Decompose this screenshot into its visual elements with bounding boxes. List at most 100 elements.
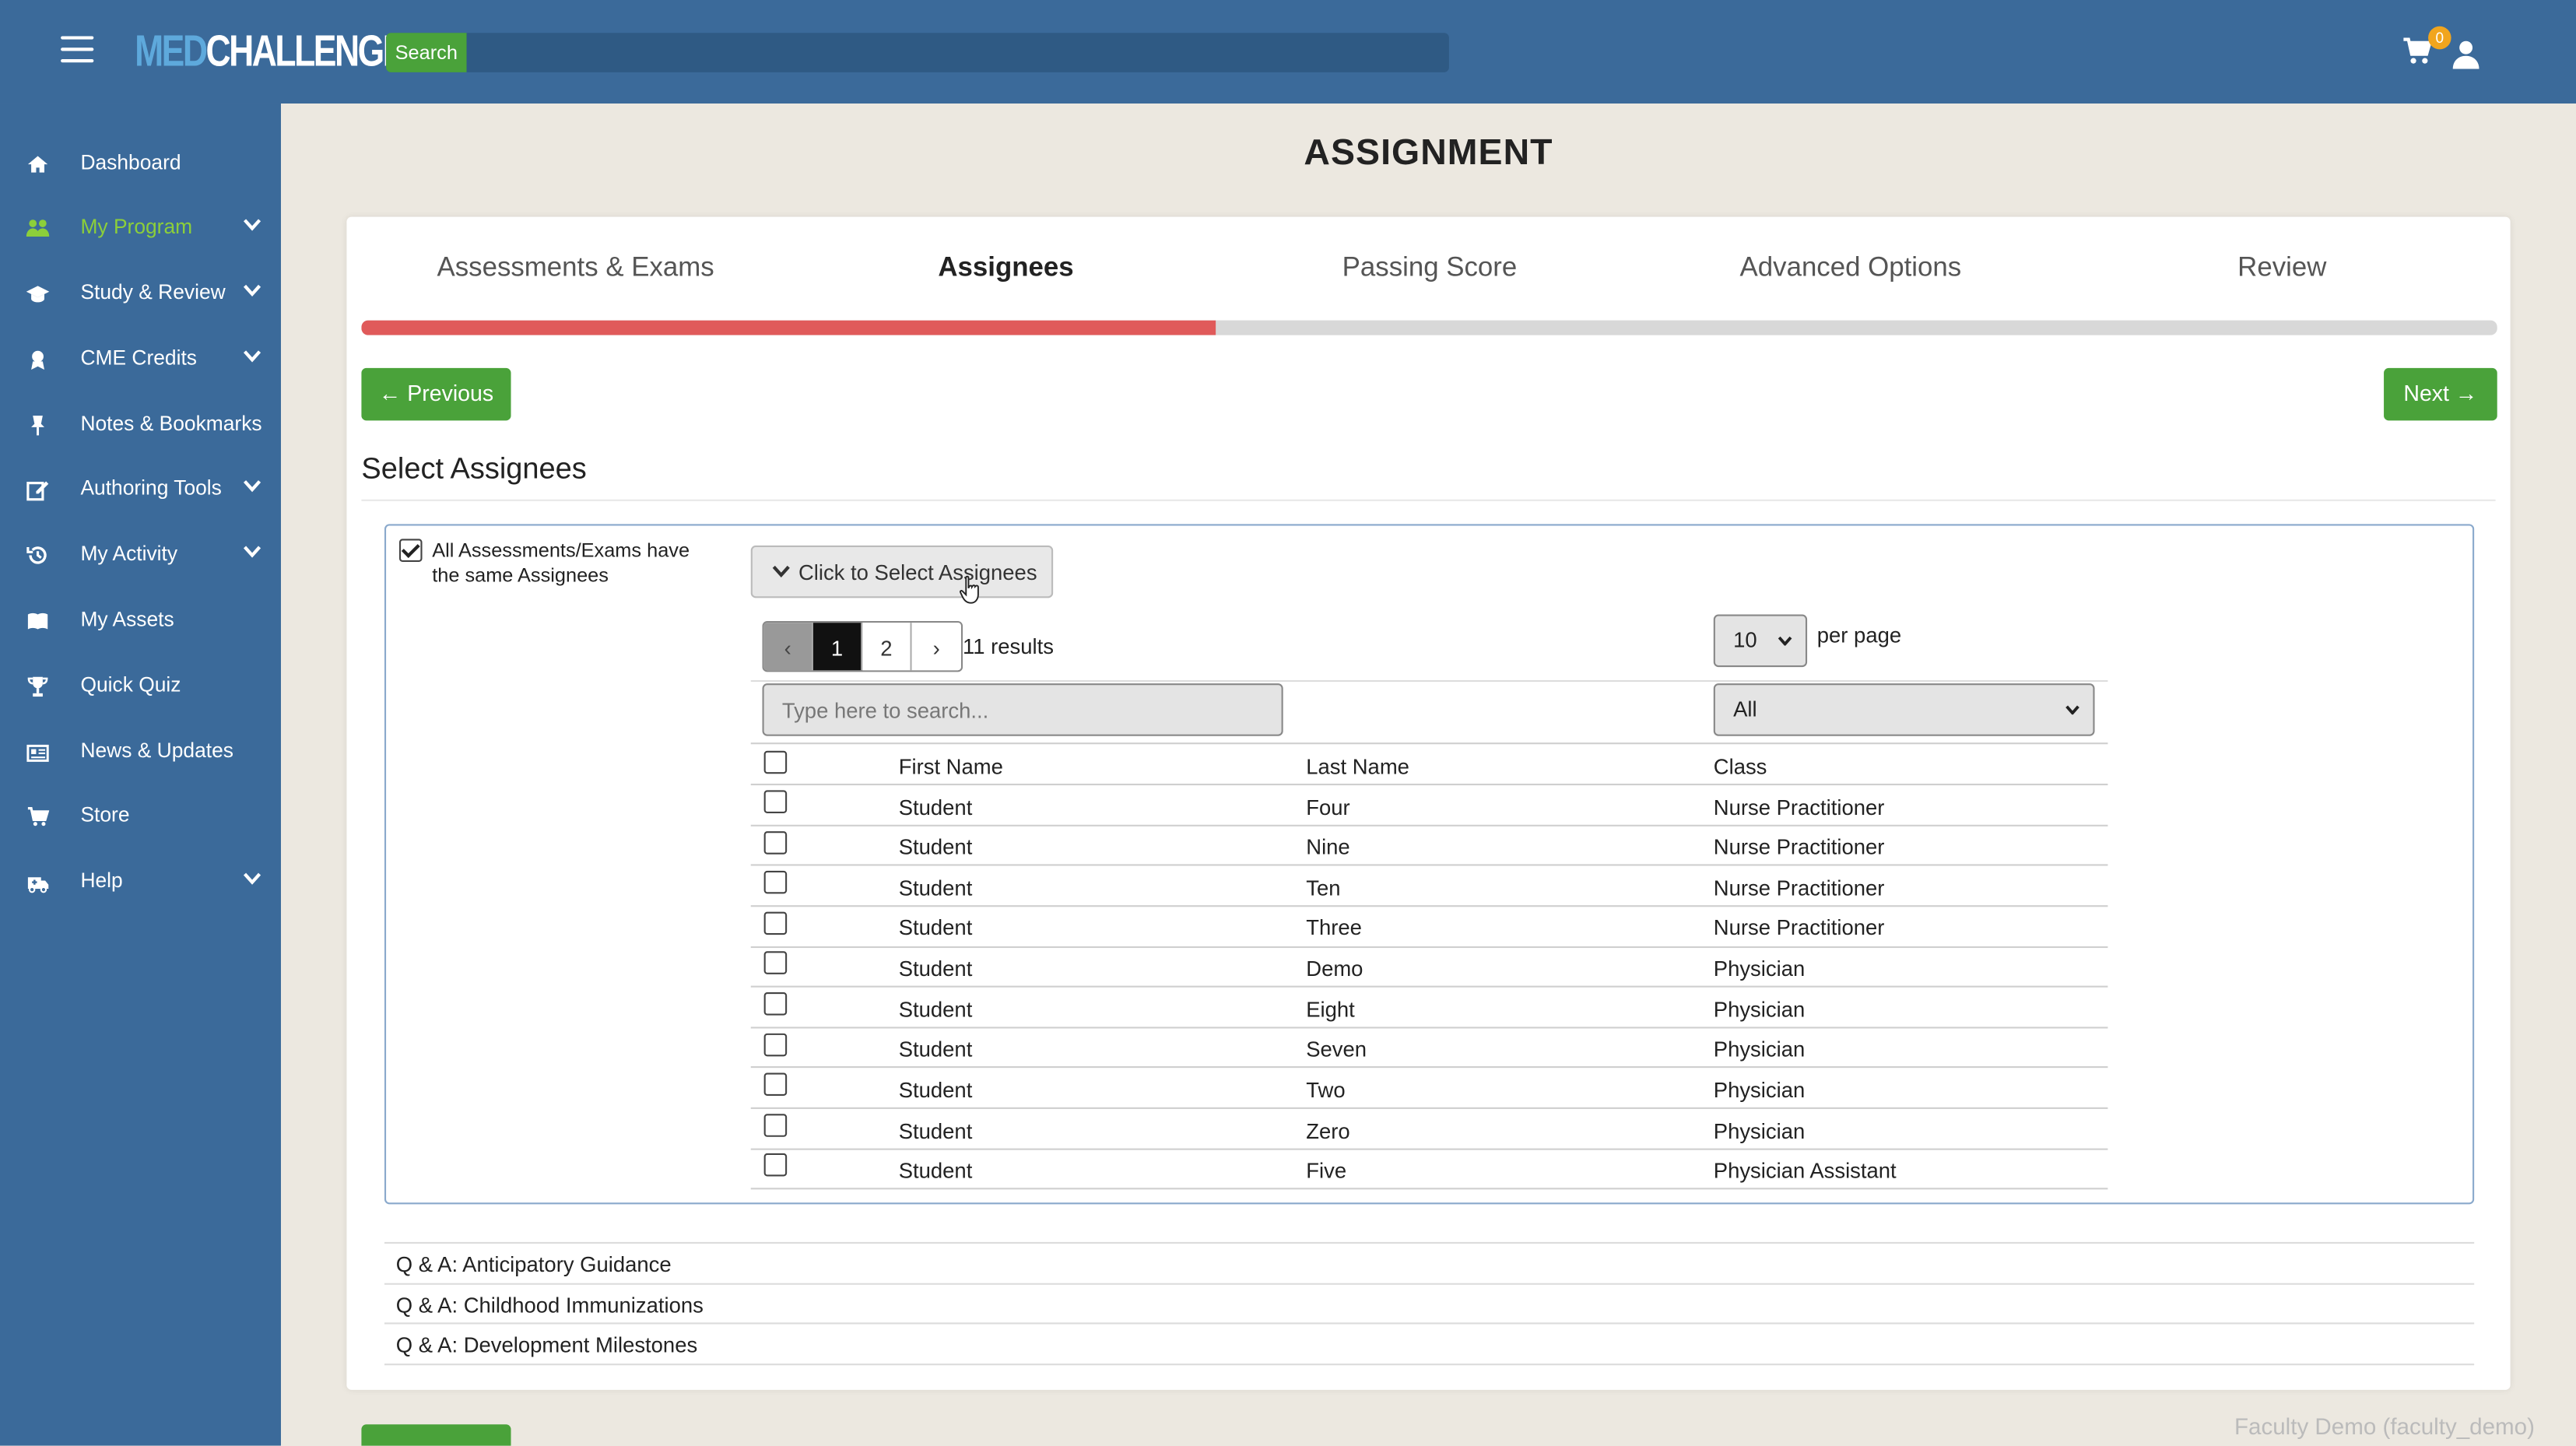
same-assignees-checkbox[interactable] (398, 539, 423, 562)
column-header-class[interactable]: Class (1713, 753, 1767, 779)
assignees-panel (384, 524, 2475, 1205)
first-name-cell: Student (898, 795, 973, 820)
ambulance-icon (27, 877, 49, 893)
sidebar-item-news-updates[interactable]: News & Updates (0, 728, 281, 777)
class-cell: Physician (1713, 1077, 1806, 1103)
class-cell: Nurse Practitioner (1713, 876, 1885, 900)
sidebar-item-authoring-tools[interactable]: Authoring Tools (0, 465, 281, 514)
previous-button[interactable]: ← Previous (361, 367, 511, 421)
list-item[interactable]: Q & A: Development Milestones (395, 1332, 698, 1357)
hand-cursor-icon (960, 575, 979, 604)
row-checkbox[interactable] (763, 1033, 788, 1057)
sidebar-item-quick-quiz[interactable]: Quick Quiz (0, 662, 281, 711)
logo[interactable]: MEDCHALLENGER (135, 26, 429, 76)
chevron-down-icon (243, 480, 261, 493)
row-checkbox[interactable] (763, 911, 788, 935)
step-passing-score[interactable]: Passing Score (1342, 253, 1518, 283)
page-prev-button[interactable]: ‹ (763, 623, 813, 671)
home-icon (27, 156, 48, 173)
last-name-cell: Seven (1306, 1037, 1367, 1062)
class-cell: Nurse Practitioner (1713, 795, 1885, 820)
wizard-progress-bar (361, 320, 2497, 335)
divider (750, 864, 2108, 866)
assignee-search-input[interactable] (762, 683, 1283, 736)
divider (750, 679, 2108, 683)
sidebar-item-label: Dashboard (80, 151, 181, 174)
cart-count-badge: 0 (2428, 26, 2451, 50)
top-bar: MEDCHALLENGER Search 0 (0, 0, 2576, 104)
divider (750, 1066, 2108, 1069)
select-assignees-toggle[interactable]: Click to Select Assignees (750, 545, 1054, 598)
sidebar-item-help[interactable]: Help (0, 858, 281, 907)
class-cell: Physician (1713, 956, 1806, 981)
chevron-down-icon (243, 284, 261, 297)
per-page-value: 10 (1733, 627, 1757, 653)
sidebar-item-label: Authoring Tools (80, 476, 222, 500)
sidebar-item-my-assets[interactable]: My Assets (0, 596, 281, 645)
first-name-cell: Student (898, 1077, 973, 1103)
sidebar-item-label: News & Updates (80, 739, 233, 763)
step-assignees[interactable]: Assignees (938, 253, 1074, 283)
previous-button-bottom[interactable] (361, 1424, 511, 1446)
sidebar-item-cme-credits[interactable]: CME Credits (0, 335, 281, 384)
class-cell: Nurse Practitioner (1713, 834, 1885, 860)
divider (750, 824, 2108, 827)
page-1-button[interactable]: 1 (812, 623, 863, 671)
search-input[interactable] (466, 33, 1449, 72)
chevron-down-icon (243, 546, 261, 558)
row-checkbox[interactable] (763, 790, 788, 813)
first-name-cell: Student (898, 956, 973, 981)
divider (384, 1283, 2475, 1285)
results-count: 11 results (963, 634, 1055, 659)
chevron-down-icon (772, 565, 790, 578)
trophy-icon (27, 676, 48, 697)
step-assessments-exams[interactable]: Assessments & Exams (437, 253, 714, 283)
sidebar-item-my-program[interactable]: My Program (0, 204, 281, 253)
row-checkbox[interactable] (763, 1114, 788, 1137)
search-button[interactable]: Search (386, 33, 467, 72)
graduation-cap-icon (26, 286, 50, 303)
sidebar-item-my-activity[interactable]: My Activity (0, 531, 281, 580)
divider (750, 1027, 2108, 1029)
next-button[interactable]: Next → (2384, 367, 2497, 421)
first-name-cell: Student (898, 1037, 973, 1062)
list-item[interactable]: Q & A: Anticipatory Guidance (395, 1251, 672, 1277)
row-checkbox[interactable] (763, 1153, 788, 1177)
progress-fill (361, 320, 1216, 335)
step-review[interactable]: Review (2237, 253, 2327, 283)
sidebar-item-dashboard[interactable]: Dashboard (0, 139, 281, 188)
list-item[interactable]: Q & A: Childhood Immunizations (395, 1293, 704, 1318)
award-icon (31, 350, 44, 370)
row-checkbox[interactable] (763, 992, 788, 1016)
row-checkbox[interactable] (763, 870, 788, 894)
sidebar-item-label: Quick Quiz (80, 673, 181, 697)
sidebar-item-notes-bookmarks[interactable]: Notes & Bookmarks (0, 401, 281, 450)
row-checkbox[interactable] (763, 1072, 788, 1097)
sidebar-item-study-review[interactable]: Study & Review (0, 269, 281, 318)
class-filter-select[interactable]: All (1713, 683, 2095, 736)
row-checkbox[interactable] (763, 831, 788, 855)
first-name-cell: Student (898, 1158, 973, 1183)
user-icon[interactable] (2451, 40, 2481, 69)
divider (750, 946, 2108, 949)
class-cell: Physician (1713, 997, 1806, 1023)
class-cell: Physician (1713, 1118, 1806, 1144)
per-page-select[interactable]: 10 (1713, 614, 1808, 668)
divider (750, 1148, 2108, 1150)
last-name-cell: Nine (1306, 834, 1350, 860)
column-header-first-name[interactable]: First Name (898, 753, 1003, 779)
menu-icon[interactable] (61, 36, 94, 64)
cart-icon[interactable] (2402, 36, 2432, 65)
class-cell: Physician Assistant (1713, 1158, 1897, 1183)
sidebar-item-store[interactable]: Store (0, 792, 281, 841)
select-all-checkbox[interactable] (763, 750, 788, 774)
pin-icon (31, 416, 44, 436)
page-2-button[interactable]: 2 (862, 623, 912, 671)
row-checkbox[interactable] (763, 951, 788, 974)
step-advanced-options[interactable]: Advanced Options (1739, 253, 1962, 283)
divider (750, 742, 2108, 745)
column-header-last-name[interactable]: Last Name (1306, 753, 1409, 779)
first-name-cell: Student (898, 914, 973, 940)
page-next-button[interactable]: › (911, 623, 961, 671)
first-name-cell: Student (898, 997, 973, 1023)
